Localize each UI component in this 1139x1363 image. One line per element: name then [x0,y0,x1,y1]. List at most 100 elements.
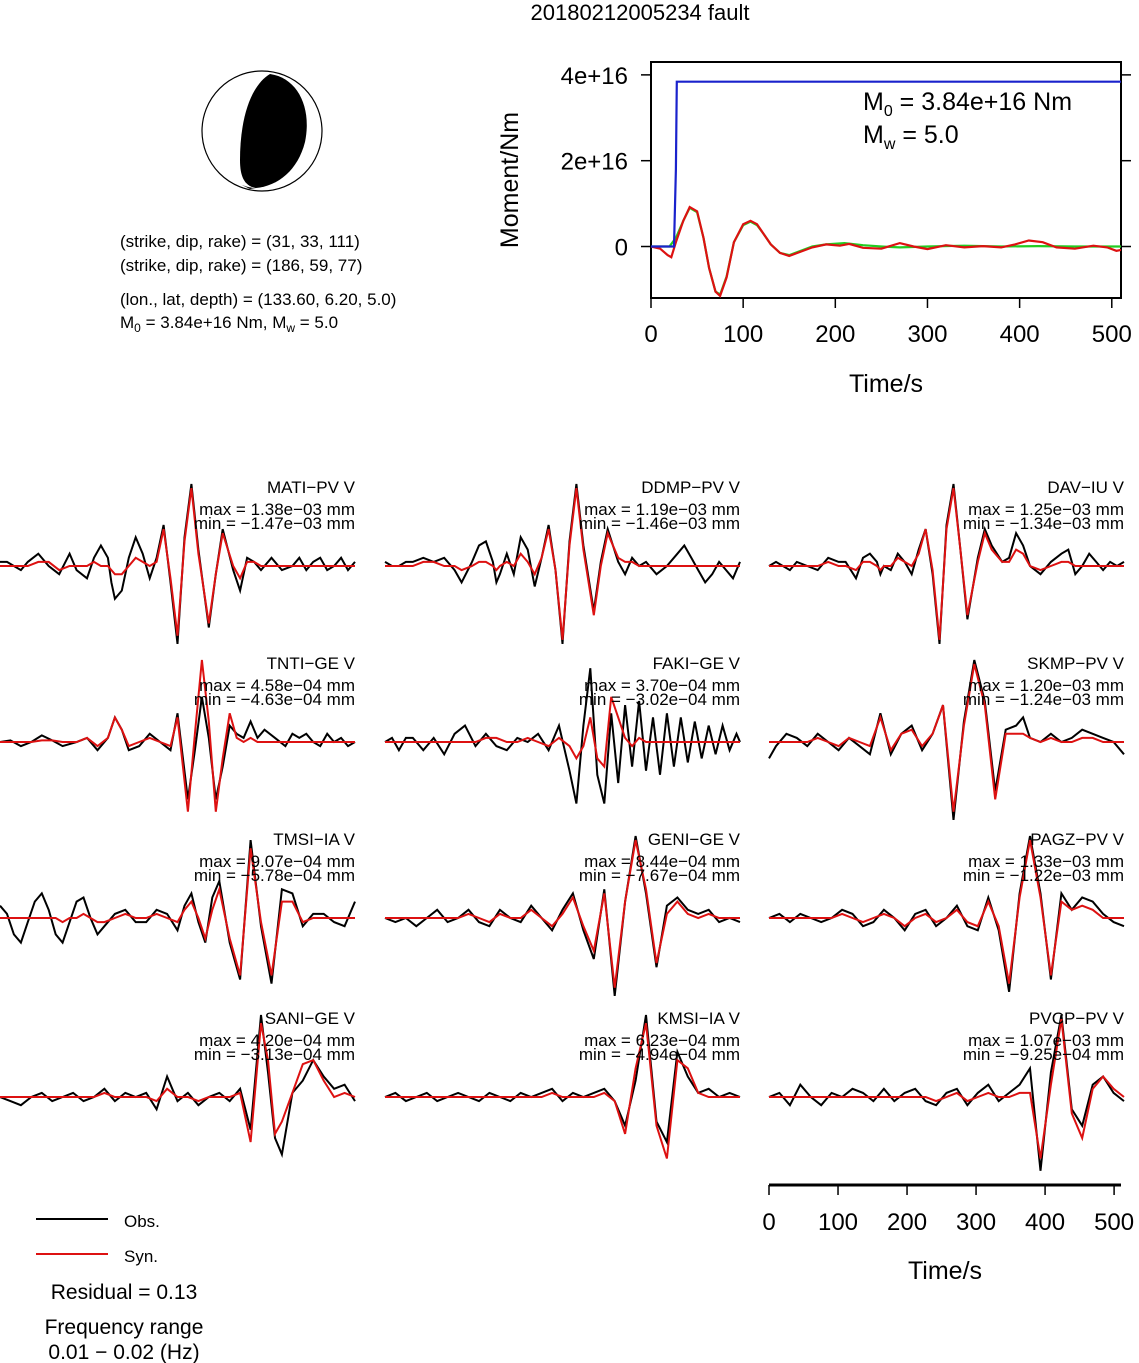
station-min: min = −7.67e−04 mm [579,866,740,885]
station-min: min = −5.78e−04 mm [194,866,355,885]
synthetic-trace [769,839,1124,984]
moment-series-line [651,206,1121,297]
location-text: (lon., lat, depth) = (133.60, 6.20, 5.0) [120,290,396,309]
observed-trace [384,1014,741,1146]
moment-x-axis-label: Time/s [849,370,923,398]
synthetic-trace [385,1022,740,1159]
moment-x-tick-label: 300 [907,321,947,348]
legend: Obs. Syn. [36,1212,160,1266]
mw-annotation: Mw = 5.0 [863,121,959,153]
station-max: max = 4.20e−04 mm [199,1031,355,1050]
synthetic-trace [0,659,355,812]
station-max: max = 1.20e−03 mm [968,676,1124,695]
waveform-time-axis: 0 100 200 300 400 500 Time/s [762,1183,1134,1285]
station-name: DDMP−PV V [641,478,740,497]
station-name: PAGZ−PV V [1030,830,1124,849]
station-max: max = 1.19e−03 mm [584,500,740,519]
beachball-icon [201,70,323,192]
station-min: min = −3.13e−04 mm [194,1045,355,1064]
moment-x-tick-label: 500 [1092,321,1132,348]
observed-trace [0,839,356,984]
station-max: max = 1.25e−03 mm [968,500,1124,519]
plane2-text: (strike, dip, rake) = (186, 59, 77) [120,256,362,275]
station-max: max = 1.33e−03 mm [968,852,1124,871]
station-name: FAKI−GE V [653,654,741,673]
synthetic-trace [769,663,1124,812]
waveform-x-tick-label: 200 [887,1209,927,1236]
station-min: min = −1.24e−03 mm [963,690,1124,709]
moment-rate-chart: 0 100 200 300 400 500 0 2e+16 4e+16 M0 = 3.84e+1… [496,61,1132,398]
station-min: min = −1.47e−03 mm [194,514,355,533]
station-name: GENI−GE V [648,830,741,849]
station-name: KMSI−IA V [657,1009,740,1028]
station-min: min = −3.02e−04 mm [579,690,740,709]
plane1-text: (strike, dip, rake) = (31, 33, 111) [120,232,360,251]
station-name: DAV−IU V [1047,478,1124,497]
synthetic-trace [769,1018,1125,1159]
observed-trace [0,696,356,800]
legend-syn-label: Syn. [124,1247,158,1266]
moment-x-tick-label: 200 [815,321,855,348]
station-name: MATI−PV V [267,478,356,497]
moment-y-axis-label: Moment/Nm [496,112,524,248]
station-max: max = 1.38e−03 mm [199,500,355,519]
waveform-x-tick-label: 300 [956,1209,996,1236]
waveform-x-tick-label: 500 [1094,1209,1134,1236]
waveform-x-tick-label: 400 [1025,1209,1065,1236]
moment-y-tick-label: 2e+16 [561,149,628,176]
moment-series-line [651,80,1121,248]
station-name: SANI−GE V [265,1009,356,1028]
frequency-range-value: 0.01 − 0.02 (Hz) [48,1341,199,1363]
synthetic-trace [0,1023,356,1143]
moment-magnitude-text: M0 = 3.84e+16 Nm, Mw = 5.0 [120,313,338,335]
station-name: PVCP−PV V [1029,1009,1125,1028]
station-max: max = 3.70e−04 mm [584,676,740,695]
station-max: max = 6.23e−04 mm [584,1031,740,1050]
observed-trace [384,668,741,804]
station-max: max = 4.58e−04 mm [199,676,355,695]
waveform-x-tick-label: 100 [818,1209,858,1236]
station-name: TMSI−IA V [273,830,355,849]
station-min: min = −4.94e−04 mm [579,1045,740,1064]
m0-annotation: M0 = 3.84e+16 Nm [863,88,1072,120]
station-min: min = −1.34e−03 mm [963,514,1124,533]
station-max: max = 9.07e−04 mm [199,852,355,871]
moment-x-tick-label: 0 [644,321,657,348]
station-name: TNTI−GE V [267,654,356,673]
synthetic-trace [385,487,740,640]
station-min: min = −9.25e−04 mm [963,1045,1124,1064]
moment-series-line [650,205,1122,298]
moment-y-tick-label: 0 [615,235,628,262]
mechanism-info: (strike, dip, rake) = (31, 33, 111) (str… [120,232,396,335]
synthetic-trace [385,839,740,988]
station-min: min = −4.63e−04 mm [194,690,355,709]
waveform-x-axis-label: Time/s [908,1257,982,1285]
synthetic-trace [0,487,355,636]
moment-x-tick-label: 100 [723,321,763,348]
moment-x-tick-label: 400 [1000,321,1040,348]
synthetic-trace [769,487,1124,640]
frequency-range-title: Frequency range [45,1316,204,1339]
legend-obs-label: Obs. [124,1212,160,1231]
station-min: min = −1.46e−03 mm [579,514,740,533]
station-max: max = 1.07e−03 mm [968,1031,1124,1050]
station-max: max = 8.44e−04 mm [584,852,740,871]
moment-y-tick-label: 4e+16 [561,63,628,90]
waveform-x-tick-label: 0 [762,1209,775,1236]
station-min: min = −1.22e−03 mm [963,866,1124,885]
synthetic-trace [385,696,740,770]
moment-plot-frame [650,61,1122,299]
figure-title: 20180212005234 fault [531,0,750,25]
station-name: SKMP−PV V [1027,654,1125,673]
